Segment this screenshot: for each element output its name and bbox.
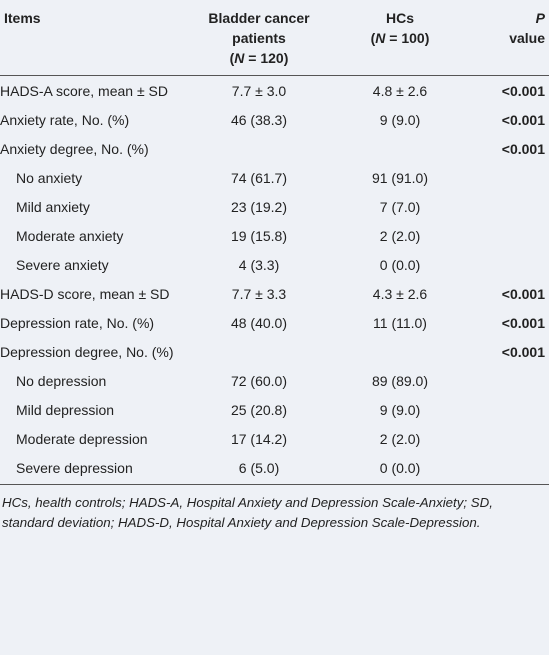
p-cell: <0.001 (501, 344, 545, 360)
patients-cell: 72 (60.0) (230, 373, 288, 389)
item-cell: Anxiety rate, No. (%) (0, 112, 130, 128)
table-body: HADS-A score, mean ± SD 7.7 ± 3.0 4.8 ± 2.… (0, 76, 549, 485)
hcs-cell: 4.3 ± 2.6 (372, 286, 428, 302)
item-cell: Depression rate, No. (%) (0, 315, 155, 331)
patients-cell: 6 (5.0) (178, 453, 340, 485)
item-cell: Moderate depression (16, 431, 148, 447)
hcs-cell: 2 (2.0) (379, 431, 421, 447)
patients-cell: 23 (19.2) (230, 199, 288, 215)
sub-row: Severe anxiety 4 (3.3) 0 (0.0) (0, 250, 549, 279)
item-cell: HADS-A score, mean ± SD (0, 83, 168, 99)
patients-cell: 17 (14.2) (230, 431, 288, 447)
header-text: N (375, 30, 386, 46)
item-cell: HADS-D score, mean ± SD (0, 286, 170, 302)
header-text: ( (229, 50, 235, 66)
hcs-cell: 0 (0.0) (379, 257, 421, 273)
row: Depression rate, No. (%) 48 (40.0) 11 (11.… (0, 308, 549, 337)
hcs-cell: 91 (91.0) (371, 170, 429, 186)
p-cell (460, 453, 549, 485)
header-text: = 100) (385, 30, 430, 46)
patients-cell: 25 (20.8) (230, 402, 288, 418)
hcs-cell: 11 (11.0) (373, 315, 427, 331)
p-cell (460, 424, 549, 453)
patients-cell: 48 (40.0) (230, 315, 288, 331)
header-cell: Bladder cancer patients (N = 120) (178, 0, 340, 76)
item-cell: Severe anxiety (16, 257, 109, 273)
p-cell (460, 250, 549, 279)
sub-row: Moderate depression 17 (14.2) 2 (2.0) (0, 424, 549, 453)
sub-row: Mild depression 25 (20.8) 9 (9.0) (0, 395, 549, 424)
header-cell: HCs (N = 100) (340, 0, 460, 76)
patients-cell: 19 (15.8) (230, 228, 288, 244)
footnote: HCs, health controls; HADS-A, Hospital A… (2, 495, 493, 530)
header-text: N (234, 50, 245, 66)
hcs-cell (340, 134, 460, 163)
p-cell (460, 192, 549, 221)
row: HADS-A score, mean ± SD 7.7 ± 3.0 4.8 ± 2.… (0, 76, 549, 106)
row: Anxiety degree, No. (%) <0.001 (0, 134, 549, 163)
item-cell: No anxiety (16, 170, 83, 186)
hcs-cell (340, 337, 460, 366)
p-cell (460, 366, 549, 395)
patients-cell (178, 134, 340, 163)
hcs-cell: 9 (9.0) (379, 112, 421, 128)
header-text: Bladder cancer patients (208, 10, 310, 46)
p-cell (460, 163, 549, 192)
header-cell: Items (0, 0, 178, 76)
item-cell: Moderate anxiety (16, 228, 124, 244)
sub-row: Moderate anxiety 19 (15.8) 2 (2.0) (0, 221, 549, 250)
item-cell: Depression degree, No. (%) (0, 344, 174, 360)
item-cell: Mild depression (16, 402, 115, 418)
p-cell (460, 221, 549, 250)
hcs-cell: 89 (89.0) (371, 373, 429, 389)
patients-cell (178, 337, 340, 366)
patients-cell: 4 (3.3) (238, 257, 280, 273)
row: Anxiety rate, No. (%) 46 (38.3) 9 (9.0) <0.… (0, 105, 549, 134)
sub-row: No depression 72 (60.0) 89 (89.0) (0, 366, 549, 395)
p-cell: <0.001 (501, 315, 545, 331)
hcs-cell: 7 (7.0) (379, 199, 421, 215)
hcs-cell: 4.8 ± 2.6 (372, 83, 428, 99)
item-cell: Severe depression (0, 453, 178, 485)
p-cell: <0.001 (501, 83, 545, 99)
hcs-cell: 9 (9.0) (379, 402, 421, 418)
header-text: ( (370, 30, 376, 46)
hcs-cell: 0 (0.0) (340, 453, 460, 485)
p-cell: <0.001 (501, 141, 545, 157)
item-cell: Anxiety degree, No. (%) (0, 141, 149, 157)
patients-cell: 7.7 ± 3.0 (231, 83, 287, 99)
patients-cell: 46 (38.3) (230, 112, 288, 128)
hcs-cell: 2 (2.0) (379, 228, 421, 244)
sub-row: Mild anxiety 23 (19.2) 7 (7.0) (0, 192, 549, 221)
item-cell: No depression (16, 373, 107, 389)
header-text: value (509, 30, 545, 46)
data-table: Items Bladder cancer patients (N = 120) H… (0, 0, 549, 485)
header-text: P (535, 10, 545, 26)
sub-row: Severe depression 6 (5.0) 0 (0.0) (0, 453, 549, 485)
row: Depression degree, No. (%) <0.001 (0, 337, 549, 366)
p-cell: <0.001 (501, 112, 545, 128)
item-cell: Mild anxiety (16, 199, 90, 215)
header-text: = 120) (244, 50, 289, 66)
patients-cell: 74 (61.7) (230, 170, 288, 186)
patients-cell: 7.7 ± 3.3 (231, 286, 287, 302)
sub-row: No anxiety 74 (61.7) 91 (91.0) (0, 163, 549, 192)
p-cell: <0.001 (501, 286, 545, 302)
header-text: HCs (385, 10, 414, 26)
p-cell (460, 395, 549, 424)
row: HADS-D score, mean ± SD 7.7 ± 3.3 4.3 ± 2.… (0, 279, 549, 308)
header-row: Items Bladder cancer patients (N = 120) H… (0, 0, 549, 76)
